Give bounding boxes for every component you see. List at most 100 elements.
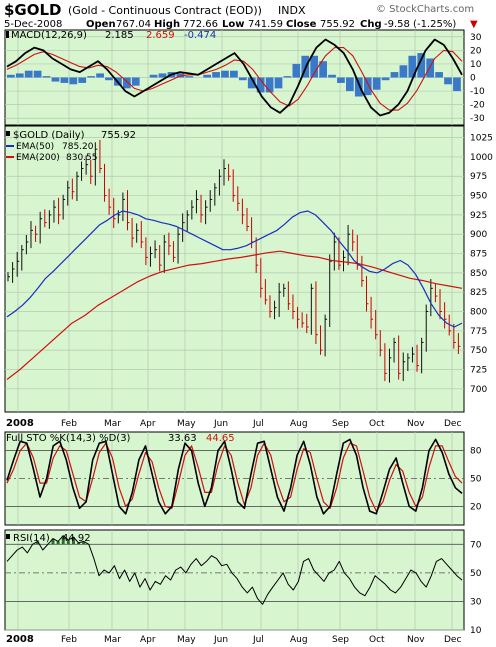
price-panel-ytick: 800	[470, 308, 487, 318]
macd-histogram-bar	[337, 77, 345, 83]
macd-histogram-bar	[230, 70, 238, 78]
macd-value: 2.185	[105, 30, 134, 41]
macd-histogram-bar	[372, 77, 381, 90]
macd-histogram-bar	[42, 76, 51, 78]
price-panel-ytick: 825	[470, 288, 487, 298]
macd-histogram-bar	[176, 73, 185, 78]
month-label: Apr	[140, 419, 156, 429]
macd-panel-ytick: -30	[470, 114, 485, 124]
macd-histogram-bar	[238, 77, 247, 81]
macd-histogram-bar	[444, 77, 452, 85]
price-panel-ytick: 850	[470, 269, 487, 279]
bottom-month-label: Dec	[444, 635, 461, 645]
close-label: Close	[286, 19, 317, 30]
bottom-month-label: Jun	[213, 635, 228, 645]
macd-histogram-bar	[96, 73, 104, 78]
rsi-panel-ytick: 30	[470, 597, 482, 607]
bottom-month-label: Apr	[140, 635, 156, 645]
rsi-panel-frame	[4, 529, 465, 631]
sto-label: Full STO %K(14,3) %D(3)	[6, 433, 131, 444]
macd-histogram-bar	[247, 77, 256, 89]
price-last: 755.92	[101, 130, 136, 141]
macd-histogram-bar	[426, 58, 435, 78]
macd-histogram-bar	[87, 76, 96, 78]
bottom-month-label: Nov	[407, 635, 425, 645]
macd-histogram-bar	[417, 53, 426, 78]
macd-histogram-bar	[60, 77, 69, 83]
month-label: Feb	[61, 419, 77, 429]
month-label: May	[177, 419, 196, 429]
macd-histogram-bar	[15, 73, 24, 78]
macd-histogram-bar	[283, 76, 292, 78]
macd-histogram-bar	[33, 70, 42, 78]
macd-histogram-bar	[185, 76, 194, 78]
sto-d-value: 44.65	[206, 433, 235, 444]
macd-histogram-bar	[274, 77, 283, 89]
chart-name: (Gold - Continuous Contract (EOD))	[68, 4, 262, 17]
rsi-panel-ytick: 10	[470, 626, 482, 636]
macd-histogram-bar	[265, 77, 274, 93]
bottom-month-label: Sep	[332, 635, 349, 645]
month-label: Sep	[332, 419, 349, 429]
month-label: Nov	[407, 419, 425, 429]
close-value: 755.92	[320, 19, 355, 30]
open-label: Open	[86, 19, 116, 30]
macd-histogram-bar	[381, 77, 390, 81]
macd-histogram-bar	[399, 65, 408, 78]
month-label: Mar	[104, 419, 121, 429]
open-value: 767.04	[116, 19, 151, 30]
macd-histogram-bar	[363, 77, 372, 96]
ema200-value: 830.55	[66, 153, 98, 163]
macd-panel-ytick: 0	[470, 74, 476, 84]
macd-histogram-bar	[328, 74, 336, 78]
macd-histogram-bar	[221, 70, 229, 78]
price-panel-ytick: 975	[470, 172, 487, 182]
macd-histogram-bar	[319, 61, 327, 78]
macd-histogram-bar	[346, 77, 354, 92]
rsi-line	[6, 535, 463, 605]
month-label: Oct	[369, 419, 385, 429]
month-label: Dec	[444, 419, 461, 429]
sto-legend: Full STO %K(14,3) %D(3) 33.63 44.65	[6, 433, 235, 444]
watermark: © StockCharts.com	[376, 4, 474, 15]
sto-panel-ytick: 80	[470, 447, 482, 457]
macd-panel-ytick: -20	[470, 101, 485, 111]
price-panel-ytick: 750	[470, 346, 487, 356]
bottom-month-label: Feb	[61, 635, 77, 645]
macd-line	[6, 38, 463, 117]
sto-k-line	[6, 438, 463, 515]
price-panel-ytick: 950	[470, 192, 487, 202]
ema50-label: EMA(50)	[16, 142, 54, 152]
macd-histogram-bar	[7, 74, 15, 78]
month-label: 2008	[6, 418, 34, 429]
bottom-month-label: Aug	[290, 635, 308, 645]
ema200-line	[6, 250, 463, 380]
signal-value: 2.659	[146, 30, 175, 41]
macd-histogram-bar	[149, 74, 158, 78]
macd-histogram-bar	[256, 77, 265, 93]
price-panel-ytick: 1000	[470, 153, 493, 163]
price-panel-ytick: 925	[470, 211, 487, 221]
price-legend: $GOLD (Daily) 755.92 EMA(50) 785.20 EMA(…	[6, 130, 136, 163]
macd-histogram-bar	[354, 77, 363, 97]
month-label: Jun	[213, 419, 228, 429]
price-panel-frame	[4, 125, 465, 413]
bottom-month-label: Jul	[252, 635, 264, 645]
macd-histogram-bar	[105, 77, 113, 81]
rsi-value: 44.92	[62, 533, 91, 544]
high-value: 772.66	[183, 19, 218, 30]
ema200-label: EMA(200)	[16, 153, 60, 163]
macd-label: MACD(12,26,9)	[11, 30, 87, 41]
chart-symbol: $GOLD	[4, 1, 62, 19]
price-panel-ytick: 1025	[470, 134, 493, 144]
ema50-line	[6, 210, 463, 328]
macd-legend: MACD(12,26,9) 2.185 2.659 -0.474	[6, 30, 216, 41]
price-title: $GOLD (Daily)	[13, 130, 85, 141]
rsi-panel-ytick: 70	[470, 540, 482, 550]
macd-histogram-bar	[435, 72, 443, 78]
macd-histogram-bar	[390, 72, 399, 78]
bottom-month-label: 2008	[6, 634, 34, 645]
month-label: Jul	[252, 419, 264, 429]
